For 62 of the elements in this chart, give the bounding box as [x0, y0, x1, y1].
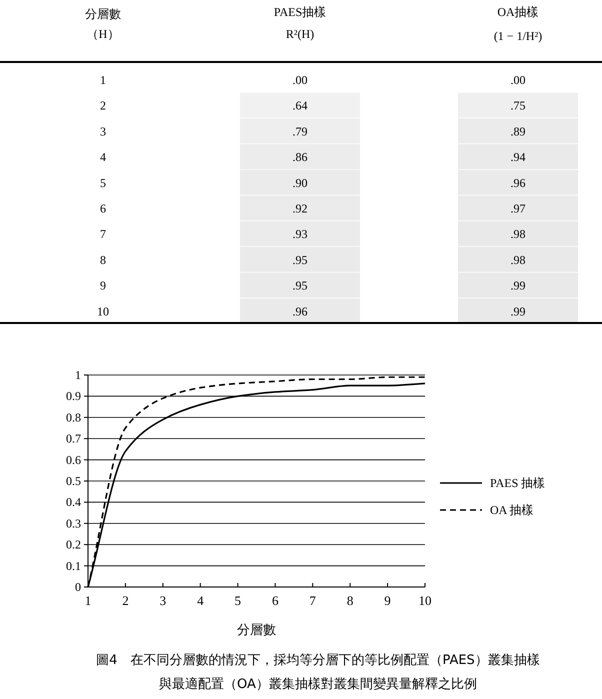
y-tick-label: 0.2	[66, 538, 81, 552]
x-tick-label: PAES抽樣	[274, 5, 326, 19]
y-tick-label: 6	[100, 202, 106, 216]
text: R²(H)	[286, 27, 314, 41]
data-label: .93	[292, 227, 308, 242]
data-label: .00	[510, 73, 526, 87]
text: 與最適配置（OA）叢集抽樣對叢集間變異量解釋之比例	[159, 676, 477, 692]
data-label: .90	[292, 176, 308, 190]
x-tick-label: 3	[160, 593, 166, 608]
data-label: .96	[292, 304, 308, 318]
data-label: .96	[510, 176, 526, 190]
data-label: .64	[292, 98, 308, 113]
x-tick-label: OA抽樣	[497, 5, 539, 19]
y-tick-label: 10	[97, 304, 109, 318]
y-tick-label: 1	[100, 73, 106, 87]
y-tick-label: 0.6	[66, 452, 81, 467]
x-tick-label: 8	[346, 593, 354, 608]
y-tick-label: 0.5	[66, 474, 81, 488]
x-tick-label: 10	[418, 593, 432, 608]
x-tick-label: 1	[84, 593, 92, 608]
y-tick-label: 7	[100, 227, 106, 242]
x-tick-label: 9	[384, 593, 391, 608]
x-tick-label: 5	[234, 593, 242, 608]
data-label: .97	[510, 202, 526, 216]
x-tick-label: 7	[309, 593, 316, 608]
y-tick-label: 9	[100, 278, 106, 293]
y-tick-label: 8	[100, 252, 106, 267]
data-label: .00	[292, 73, 308, 87]
y-tick-label: 3	[100, 124, 106, 138]
data-label: .86	[292, 150, 308, 164]
text: 分層數	[85, 7, 121, 21]
text: （H）	[86, 27, 120, 41]
x-tick-label: 6	[272, 593, 279, 608]
data-label: .95	[292, 278, 308, 293]
y-tick-label: 0	[75, 580, 81, 594]
y-tick-label: 4	[100, 150, 106, 164]
data-label: .75	[510, 98, 526, 113]
y-tick-label: 0.4	[66, 495, 81, 510]
y-tick-label: 0.3	[66, 516, 81, 530]
data-label: .98	[510, 252, 526, 267]
data-label: .95	[292, 252, 308, 267]
data-label: .79	[292, 124, 308, 138]
x-axis-title: 分層數	[237, 623, 276, 638]
legend-label: PAES 抽樣	[490, 476, 546, 490]
data-label: .92	[292, 202, 308, 216]
text: (1 − 1/H²)	[494, 29, 542, 43]
y-tick-label: 1	[75, 368, 81, 382]
x-tick-label: 2	[122, 593, 129, 608]
y-tick-label: 0.7	[66, 432, 81, 446]
data-label: .99	[510, 304, 526, 318]
data-label: .99	[510, 278, 526, 293]
caption: 圖4 在不同分層數的情況下，採均等分層下的等比例配置（PAES）叢集抽樣	[96, 653, 540, 668]
y-tick-label: 2	[100, 98, 106, 113]
y-tick-label: 0.1	[66, 558, 81, 573]
data-label: .89	[510, 124, 526, 138]
y-tick-label: 0.9	[66, 389, 81, 404]
data-label: .94	[510, 150, 526, 164]
y-tick-label: 0.8	[66, 410, 81, 424]
y-tick-label: 5	[100, 176, 106, 190]
legend-label: OA 抽樣	[490, 503, 534, 517]
data-label: .98	[510, 227, 526, 242]
x-tick-label: 4	[197, 593, 204, 608]
